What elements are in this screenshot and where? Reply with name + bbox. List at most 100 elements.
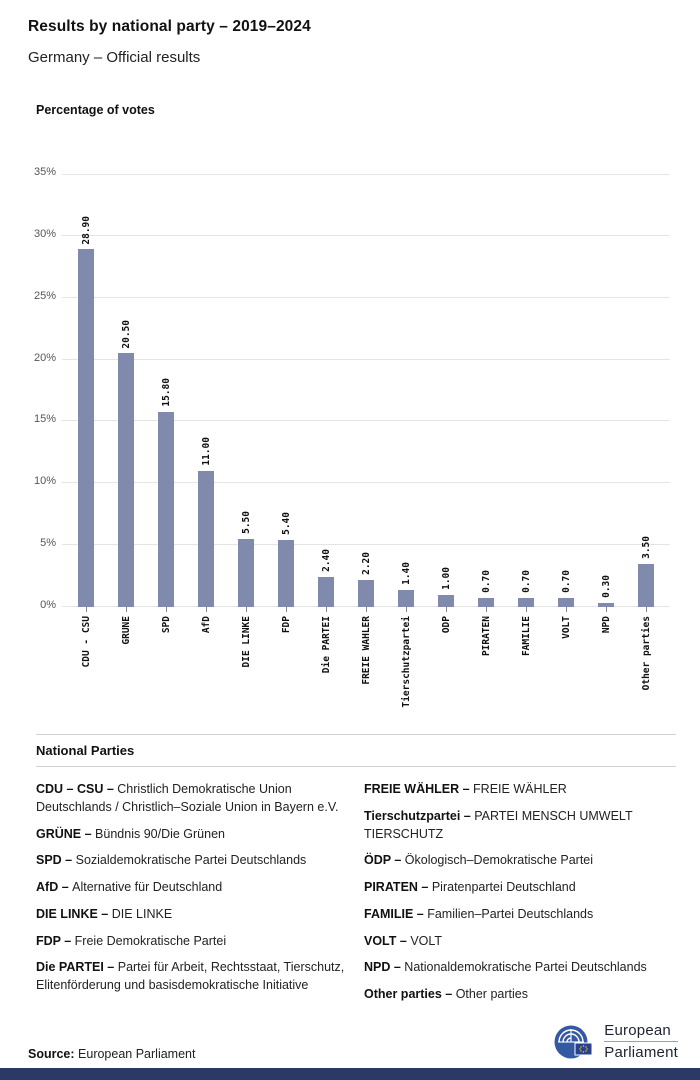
chart-axis-title: Percentage of votes — [36, 103, 155, 117]
gridline — [62, 174, 670, 175]
y-axis-tick-label: 15% — [33, 413, 56, 426]
bar-value-label: 2.20 — [360, 551, 372, 575]
bar — [558, 598, 574, 607]
legend-party-name: Sozialdemokratische Partei Deutschlands — [75, 853, 307, 868]
source-label: Source: — [28, 1047, 75, 1061]
gridline — [62, 420, 670, 422]
legend-party-abbr: Tierschutzpartei – — [364, 808, 475, 823]
bar — [78, 249, 94, 607]
x-axis-tick — [285, 607, 287, 612]
x-axis-category-label: Die PARTEI — [320, 616, 332, 674]
bar-value-label: 11.00 — [200, 437, 212, 466]
bar-column: 20.50 — [106, 174, 146, 607]
x-axis-slot: FDP — [266, 607, 306, 633]
bar-value-label: 28.90 — [80, 215, 92, 245]
bar-value-label: 20.50 — [120, 319, 132, 349]
bar — [438, 594, 454, 607]
x-axis-category-label: DIE LINKE — [240, 616, 252, 668]
eu-flag-icon — [574, 1042, 593, 1055]
bar-value-label: 1.40 — [400, 561, 412, 585]
y-axis-tick-label: 0% — [40, 599, 56, 611]
x-axis-slot: GRÜNE — [106, 607, 146, 645]
legend-item: FREIE WÄHLER – FREIE WÄHLER — [364, 781, 676, 799]
bar — [198, 470, 214, 607]
logo-divider — [604, 1041, 678, 1042]
legend-party-name: Piratenpartei Deutschland — [431, 880, 576, 894]
page-title: Results by national party – 2019–2024 — [28, 18, 311, 35]
legend-party-abbr: GRÜNE – — [36, 826, 96, 841]
bar-value-label: 0.70 — [480, 570, 492, 594]
legend-party-abbr: VOLT – — [364, 933, 411, 948]
legend-item: Die PARTEI – Partei für Arbeit, Rechtsst… — [36, 959, 348, 995]
x-axis-tick — [165, 607, 167, 612]
bar-column: 0.70 — [466, 174, 506, 607]
x-axis-category-label: VOLT — [560, 616, 572, 639]
legend-heading: National Parties — [36, 734, 676, 767]
x-axis-slot: ÖDP — [426, 607, 466, 633]
bar-column: 5.40 — [266, 174, 306, 607]
x-axis-category-label: FDP — [280, 616, 292, 634]
gridline — [62, 544, 670, 546]
x-axis-category-label: Tierschutzpartei — [400, 616, 412, 708]
x-axis-slot: CDU - CSU — [66, 607, 106, 667]
x-axis-category-label: GRÜNE — [120, 616, 132, 645]
x-axis-tick — [565, 607, 567, 612]
x-axis-slot: DIE LINKE — [226, 607, 266, 667]
legend-item: FAMILIE – Familien–Partei Deutschlands — [364, 906, 676, 924]
x-axis-tick — [365, 607, 367, 612]
x-axis-slot: FREIE WÄHLER — [346, 607, 386, 685]
legend-party-name: Familien–Partei Deutschlands — [427, 906, 594, 921]
legend-party-abbr: Die PARTEI – — [36, 960, 118, 975]
x-axis-tick — [205, 607, 207, 612]
x-axis-tick — [645, 607, 647, 612]
y-axis-tick-label: 20% — [33, 351, 56, 364]
y-axis-tick-label: 30% — [33, 227, 56, 240]
legend-item: ÖDP – Ökologisch–Demokratische Partei — [364, 852, 676, 870]
legend-item: NPD – Nationaldemokratische Partei Deuts… — [364, 959, 676, 977]
legend-party-name: Nationaldemokratische Partei Deutschland… — [404, 960, 647, 975]
x-axis-tick — [85, 607, 87, 612]
x-axis-category-label: ÖDP — [440, 616, 452, 634]
x-axis-tick — [325, 607, 327, 612]
legend-party-abbr: FREIE WÄHLER – — [364, 782, 474, 796]
legend-party-abbr: AfD – — [36, 880, 73, 894]
legend-column: CDU – CSU – Christlich Demokratische Uni… — [36, 781, 348, 1013]
x-axis-slot: FAMILIE — [506, 607, 546, 656]
legend-columns: CDU – CSU – Christlich Demokratische Uni… — [36, 767, 676, 1013]
legend-party-name: Partei für Arbeit, Rechtsstaat, Tierschu… — [36, 960, 345, 992]
legend-party-abbr: FDP – — [36, 933, 75, 948]
bar — [278, 540, 294, 607]
x-axis-slot: Other parties — [626, 607, 666, 690]
legend-party-abbr: FAMILIE – — [364, 906, 428, 921]
source-value: European Parliament — [78, 1047, 196, 1061]
legend-item: SPD – Sozialdemokratische Partei Deutsch… — [36, 852, 348, 870]
legend-column: FREIE WÄHLER – FREIE WÄHLER Tierschutzpar… — [364, 781, 676, 1013]
legend-party-abbr: ÖDP – — [364, 853, 405, 868]
x-axis-tick — [525, 607, 527, 612]
legend-party-abbr: Other parties – — [364, 987, 456, 1001]
bar — [398, 589, 414, 607]
x-axis-slot: PIRATEN — [466, 607, 506, 656]
x-axis-category-label: CDU - CSU — [80, 616, 92, 668]
bar-column: 0.70 — [546, 174, 586, 607]
bar-value-label: 0.70 — [560, 570, 572, 594]
bar — [598, 603, 614, 607]
bar — [478, 598, 494, 607]
x-axis-slot: Tierschutzpartei — [386, 607, 426, 708]
bar-chart-plot: 0% 5% 10% 15% 20% 25% 30% 35% 28.90 20.50 15.80 11.… — [34, 166, 670, 611]
legend-party-abbr: SPD – — [36, 853, 76, 868]
legend-party-name: FREIE WÄHLER — [473, 782, 567, 796]
bar-value-label: 2.40 — [320, 549, 332, 573]
bar-column: 2.40 — [306, 174, 346, 607]
legend-item: CDU – CSU – Christlich Demokratische Uni… — [36, 781, 348, 817]
x-axis-category-label: FAMILIE — [520, 616, 532, 657]
footer-bar — [0, 1068, 700, 1080]
legend-party-abbr: NPD – — [364, 960, 405, 975]
ep-logo-wordmark: European Parliament — [604, 1022, 678, 1061]
bar-column: 1.40 — [386, 174, 426, 607]
x-axis-tick — [125, 607, 127, 612]
x-axis-tick — [485, 607, 487, 612]
gridline — [62, 482, 670, 484]
bar-column: 0.70 — [506, 174, 546, 607]
